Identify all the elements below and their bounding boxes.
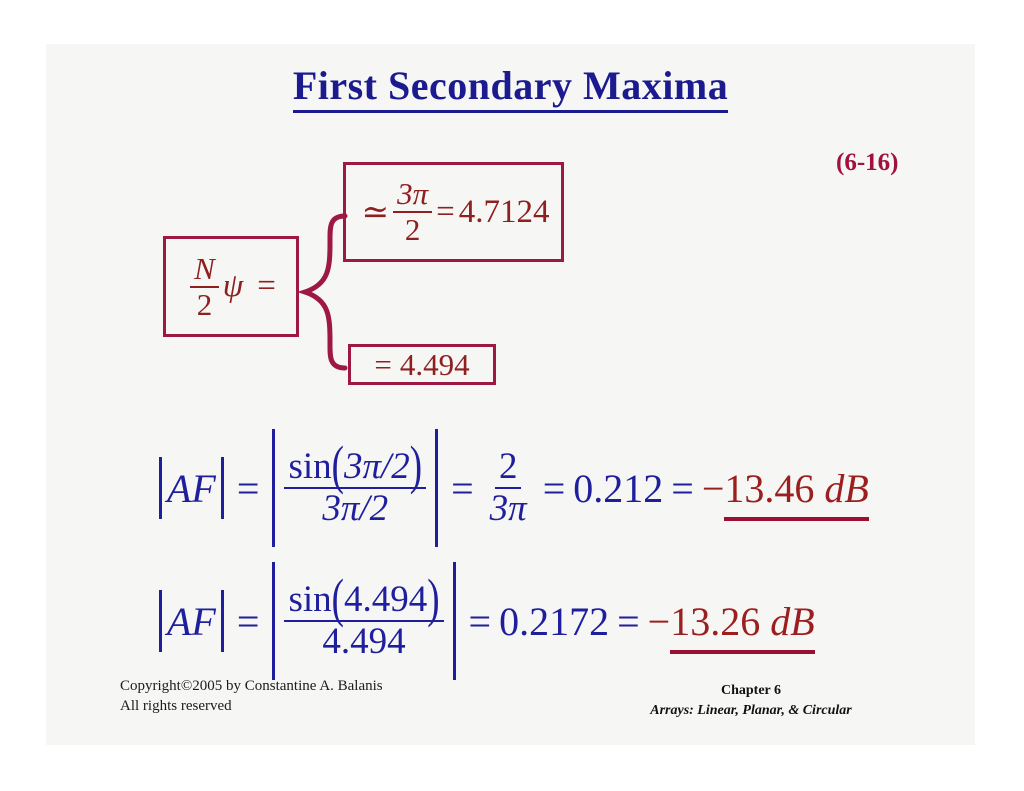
copyright-line-2: All rights reserved	[120, 698, 232, 715]
db-unit: dB	[824, 465, 869, 511]
fraction-denominator: 3π	[489, 488, 527, 529]
copyright-line-1: Copyright©2005 by Constantine A. Balanis	[120, 678, 383, 694]
equals-sign-1: =	[236, 598, 260, 644]
equals-sign: =	[257, 268, 276, 304]
equation-lhs-box: N 2 ψ =	[163, 236, 299, 337]
paren-close: )	[427, 569, 440, 630]
page-title-text: First Secondary Maxima	[292, 63, 729, 113]
fraction-denominator: 3π/2	[322, 488, 389, 529]
branch-bottom-value: 4.494	[399, 346, 470, 382]
equals-sign-4: =	[671, 465, 694, 511]
fraction-numerator: sin(3π/2)	[284, 439, 427, 494]
fraction-numerator: 3π	[393, 178, 433, 213]
fraction-sin-4494: sin(4.494) 4.494	[284, 572, 444, 662]
sin-argument: 4.494	[343, 579, 428, 621]
fraction-denominator: 2	[404, 212, 421, 247]
abs-bar-left	[159, 457, 162, 519]
branch-top-value: 4.7124	[458, 193, 550, 230]
db-underlined: 13.26 dB	[670, 598, 815, 654]
equals-sign-3: =	[617, 598, 640, 644]
db-underlined: 13.46 dB	[724, 465, 869, 521]
page-title: First Secondary Maxima	[46, 62, 975, 113]
fraction-numerator: sin(4.494)	[284, 572, 444, 627]
af-label: AF	[167, 465, 216, 511]
db-value: 13.46	[724, 465, 815, 511]
db-result: −13.46 dB	[701, 465, 869, 521]
abs-bar-frac-right	[435, 429, 439, 547]
chapter-label: Chapter 6 Arrays: Linear, Planar, & Circ…	[586, 681, 916, 720]
equation-af-4494: AF = sin(4.494) 4.494 = 0.2172 = −13.26 …	[154, 562, 815, 680]
db-value: 13.26	[670, 598, 761, 644]
equals-sign-2: =	[468, 598, 492, 644]
equation-af-3pi-over-2: AF = sin(3π/2) 3π/2 = 2 3π = 0.212 = −13…	[154, 429, 869, 547]
abs-bar-right	[220, 457, 224, 519]
branch-bottom-box: = 4.494	[348, 344, 496, 385]
fraction-numerator: N	[190, 253, 219, 288]
af-label: AF	[167, 598, 216, 644]
abs-bar-left	[159, 590, 162, 652]
approx-sign: ≃	[361, 195, 390, 231]
equals-sign-1: =	[236, 465, 260, 511]
minus-sign: −	[647, 598, 671, 644]
abs-bar-frac-left	[272, 562, 276, 680]
paren-open: (	[331, 569, 344, 630]
copyright-notice: Copyright©2005 by Constantine A. Balanis…	[120, 676, 383, 717]
abs-bar-frac-right	[452, 562, 456, 680]
equation-number: (6-16)	[836, 149, 899, 176]
fraction-denominator: 4.494	[322, 621, 406, 662]
sin-label: sin	[288, 579, 332, 621]
amplitude-value: 0.2172	[499, 598, 610, 644]
branch-top-box: ≃ 3π 2 = 4.7124	[343, 162, 564, 262]
sin-label: sin	[288, 446, 332, 488]
db-result: −13.26 dB	[647, 598, 815, 654]
fraction-denominator: 2	[196, 286, 213, 322]
equals-sign-2: =	[451, 465, 474, 511]
amplitude-value: 0.212	[573, 465, 664, 511]
paren-open: (	[331, 436, 344, 497]
fraction-n-over-2: N 2	[190, 253, 219, 320]
db-unit: dB	[770, 598, 815, 644]
equals-sign: =	[436, 193, 455, 230]
abs-bar-right	[220, 590, 224, 652]
chapter-line-2: Arrays: Linear, Planar, & Circular	[650, 702, 852, 718]
slide-canvas: First Secondary Maxima (6-16) N 2 ψ = ≃ …	[46, 44, 975, 745]
fraction-sin-3pi2: sin(3π/2) 3π/2	[284, 439, 427, 529]
equals-sign: =	[374, 346, 392, 382]
curly-brace-icon	[299, 213, 348, 371]
chapter-line-1: Chapter 6	[720, 683, 782, 698]
fraction-numerator: 2	[494, 448, 522, 489]
abs-bar-frac-left	[272, 429, 276, 547]
minus-sign: −	[701, 465, 725, 511]
paren-close: )	[409, 436, 423, 497]
fraction-2-over-3pi: 2 3π	[486, 448, 531, 527]
psi-symbol: ψ	[222, 268, 244, 304]
equals-sign-3: =	[542, 465, 566, 511]
sin-argument: 3π/2	[343, 446, 410, 488]
fraction-3pi-over-2: 3π 2	[393, 178, 433, 247]
